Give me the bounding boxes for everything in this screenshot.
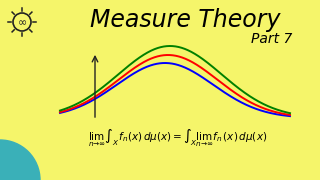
Text: $\lim_{n\to\infty} \int_X f_n(x)\, d\mu(x) = \int_X \lim_{n\to\infty} f_n(x)\, d: $\lim_{n\to\infty} \int_X f_n(x)\, d\mu(… [88, 128, 268, 149]
Wedge shape [0, 140, 40, 180]
Text: Part 7: Part 7 [251, 32, 293, 46]
Text: Measure Theory: Measure Theory [90, 8, 280, 32]
Text: $\infty$: $\infty$ [17, 17, 27, 27]
